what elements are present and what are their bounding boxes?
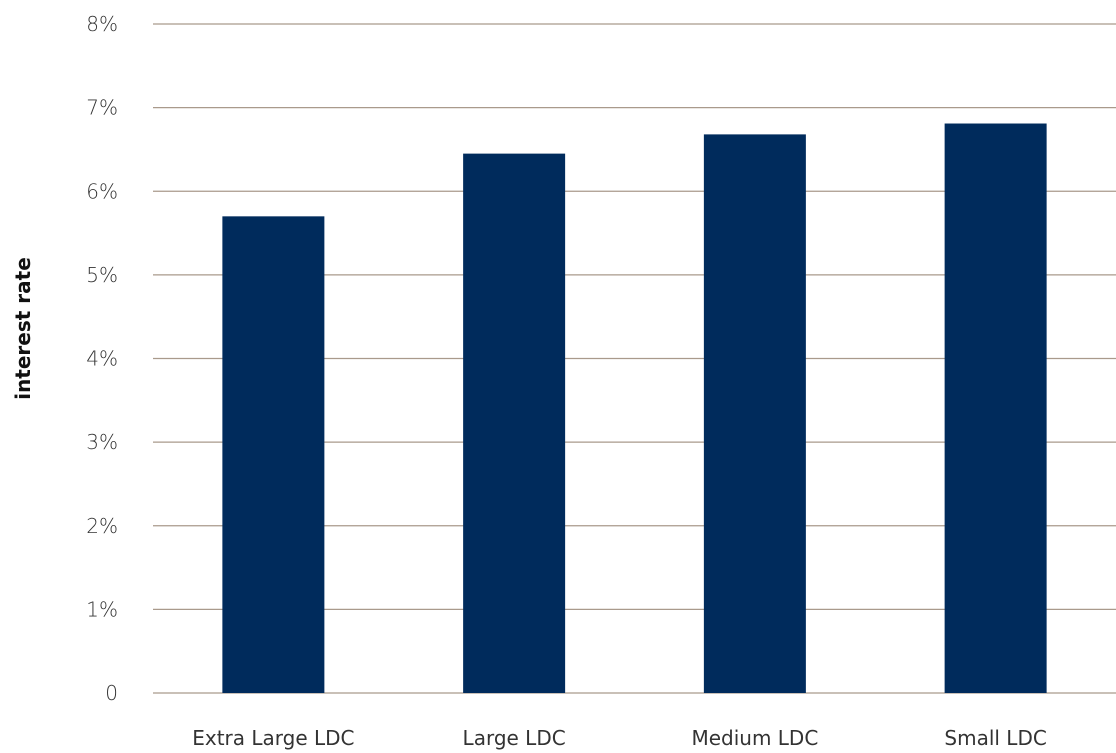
bar-large-ldc: [463, 153, 566, 693]
y-axis-title: interest rate: [11, 257, 35, 400]
y-tick-label: 4%: [86, 347, 118, 371]
y-tick-label: 5%: [86, 263, 118, 287]
y-tick-label: 1%: [86, 597, 118, 621]
y-tick-label: 7%: [86, 96, 118, 120]
y-tick-label: 2%: [86, 514, 118, 538]
bar-extra-large-ldc: [222, 216, 325, 693]
y-tick-label: 8%: [86, 12, 118, 36]
y-axis-ticks: 0 1% 2% 3% 4% 5% 6% 7% 8%: [86, 12, 118, 705]
x-category-label: Large LDC: [463, 726, 566, 750]
x-category-label: Small LDC: [944, 726, 1046, 750]
y-tick-label: 6%: [86, 179, 118, 203]
bar-small-ldc: [944, 123, 1047, 694]
y-tick-label: 0: [105, 681, 118, 705]
bar-medium-ldc: [703, 134, 806, 693]
x-axis-labels: Extra Large LDC Large LDC Medium LDC Small …: [192, 726, 1047, 750]
x-category-label: Medium LDC: [691, 726, 818, 750]
x-category-label: Extra Large LDC: [192, 726, 354, 750]
y-tick-label: 3%: [86, 430, 118, 454]
bars: [222, 123, 1047, 694]
